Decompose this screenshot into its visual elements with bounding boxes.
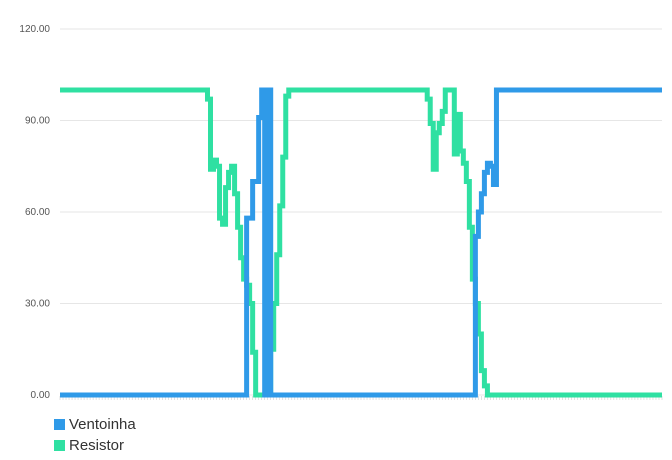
- legend-swatch-resistor: [54, 440, 65, 451]
- y-axis-ticks: 0.00 30.00 60.00 90.00 120.00: [19, 24, 50, 401]
- y-tick-label: 0.00: [31, 390, 51, 401]
- y-tick-label: 120.00: [19, 24, 50, 35]
- series-lines: [60, 87, 662, 398]
- legend-item-ventoinha[interactable]: Ventoinha: [54, 414, 136, 435]
- series-line-ventoinha: [60, 87, 662, 398]
- grid-lines: [60, 28, 662, 396]
- legend-item-resistor[interactable]: Resistor: [54, 435, 136, 456]
- legend: Ventoinha Resistor: [54, 414, 136, 456]
- y-tick-label: 30.00: [25, 299, 50, 310]
- legend-label-ventoinha: Ventoinha: [69, 416, 136, 433]
- legend-swatch-ventoinha: [54, 419, 65, 430]
- y-tick-label: 60.00: [25, 207, 50, 218]
- y-tick-label: 90.00: [25, 116, 50, 127]
- series-line-resistor: [60, 87, 662, 398]
- line-chart: 0.00 30.00 60.00 90.00 120.00: [19, 24, 663, 401]
- legend-label-resistor: Resistor: [69, 437, 125, 454]
